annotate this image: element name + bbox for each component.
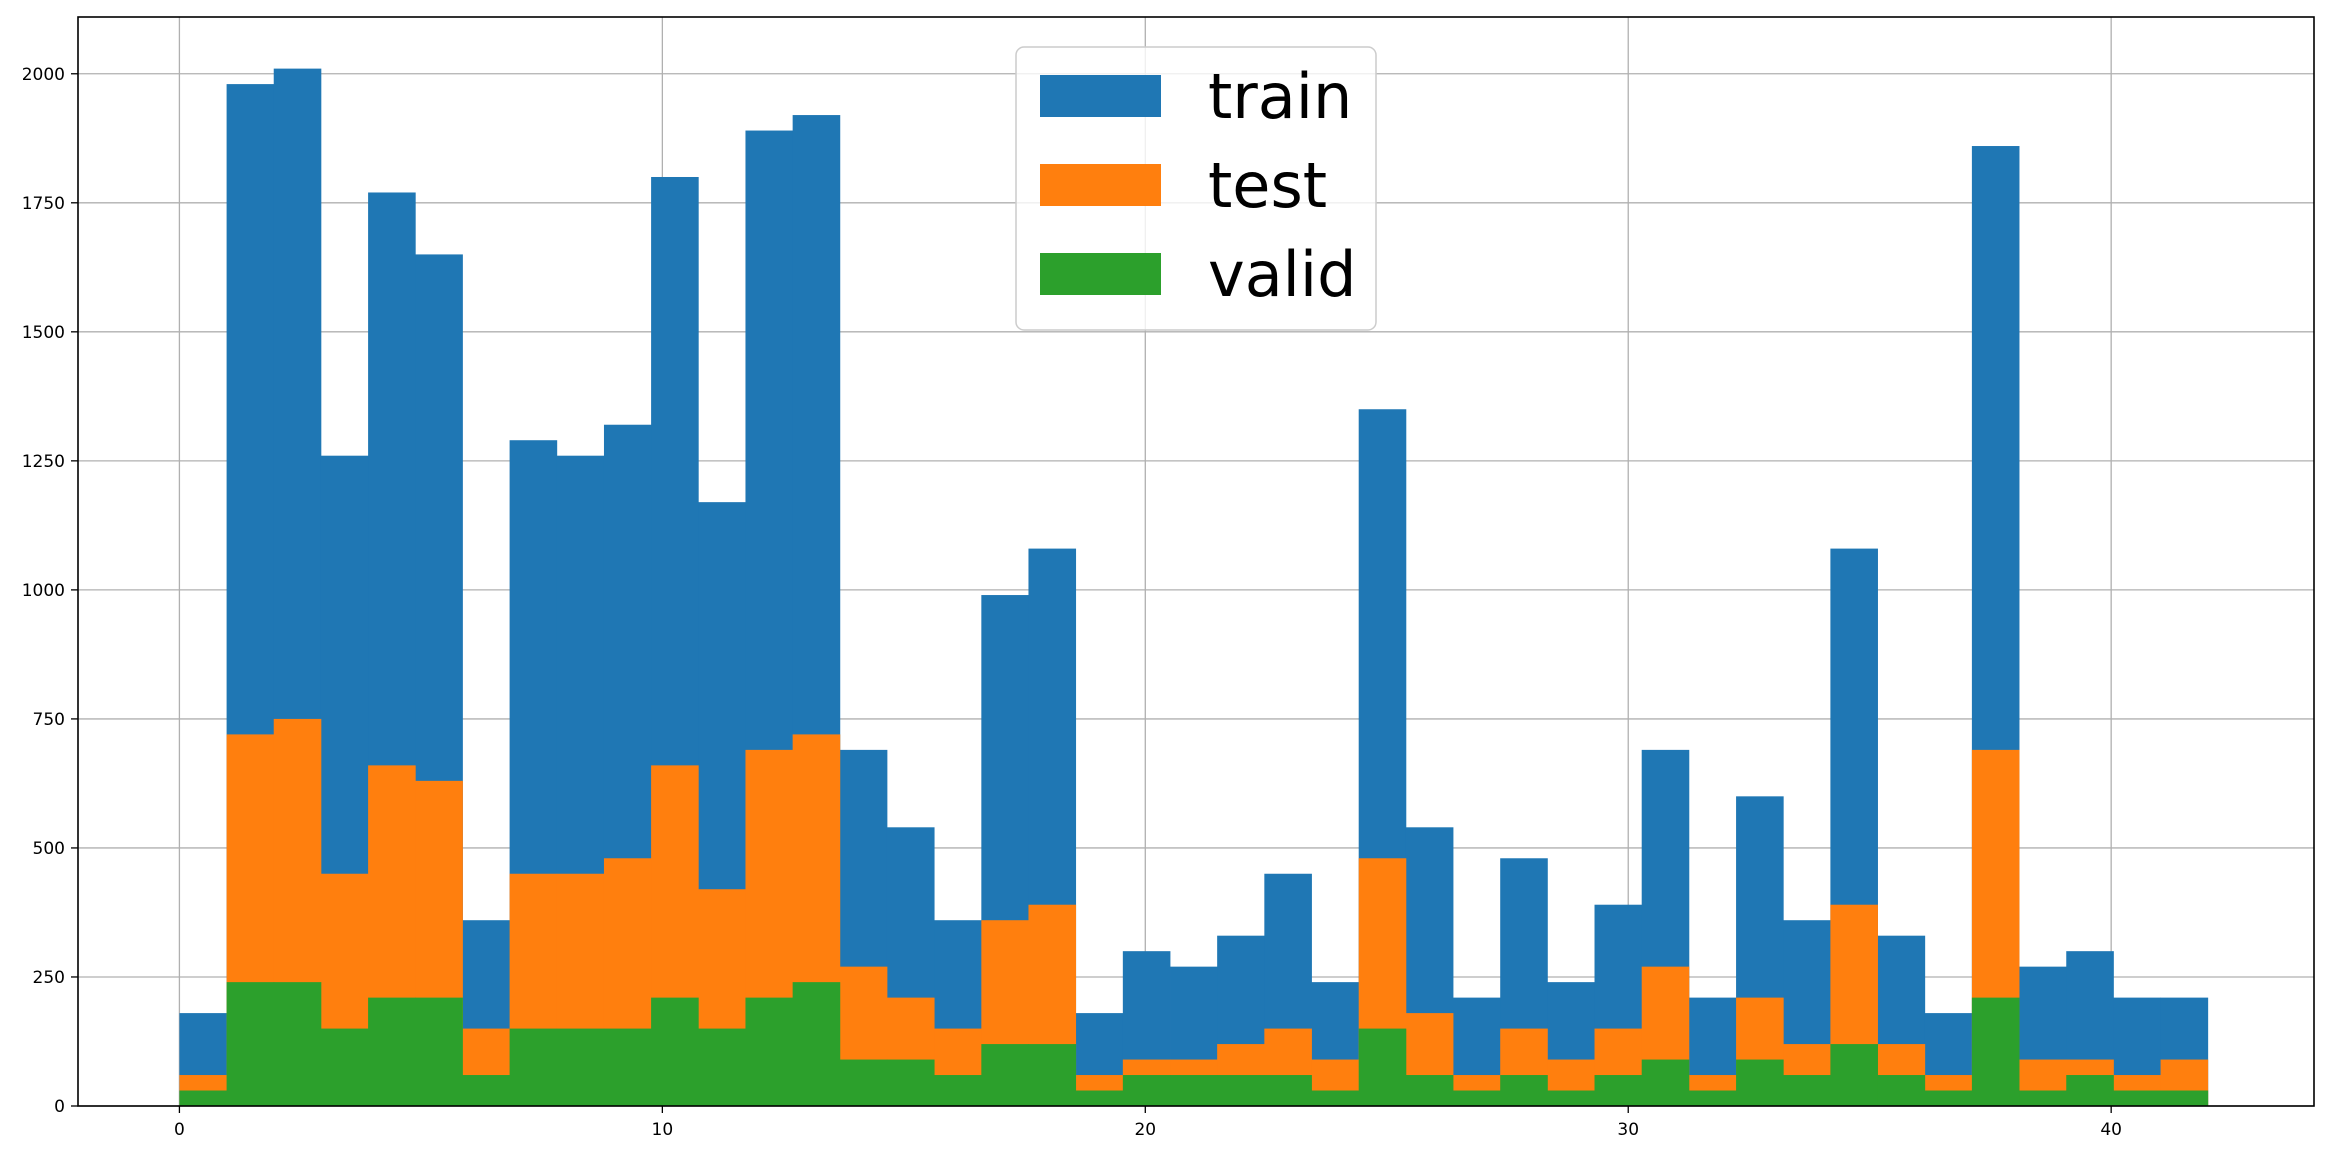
bar-valid bbox=[1594, 1075, 1643, 1106]
y-tick-label: 0 bbox=[54, 1097, 65, 1117]
bar-valid bbox=[509, 1028, 558, 1106]
x-tick-label: 40 bbox=[2100, 1120, 2122, 1140]
bar-valid bbox=[1028, 1044, 1077, 1106]
bar-valid bbox=[603, 1028, 652, 1106]
bar-valid bbox=[1453, 1090, 1501, 1106]
bar-valid bbox=[1075, 1090, 1124, 1106]
x-tick-label: 20 bbox=[1134, 1120, 1156, 1140]
bar-valid bbox=[1641, 1059, 1690, 1106]
bar-valid bbox=[886, 1059, 935, 1106]
y-tick-label: 1000 bbox=[22, 581, 65, 601]
bar-valid bbox=[415, 997, 463, 1106]
x-tick-label: 30 bbox=[1617, 1120, 1639, 1140]
bar-valid bbox=[1122, 1075, 1171, 1106]
histogram-bars bbox=[179, 68, 2209, 1107]
bar-valid bbox=[226, 982, 275, 1106]
legend-swatch-train bbox=[1040, 75, 1161, 117]
bar-valid bbox=[1688, 1090, 1737, 1106]
x-tick-label: 10 bbox=[652, 1120, 674, 1140]
y-tick-label: 750 bbox=[33, 710, 65, 730]
bar-valid bbox=[2066, 1075, 2114, 1106]
legend-swatch-valid bbox=[1040, 253, 1161, 295]
legend-label-train: train bbox=[1208, 60, 1352, 133]
plot-frame bbox=[77, 16, 2315, 1107]
bar-valid bbox=[1736, 1059, 1784, 1106]
y-tick-label: 250 bbox=[33, 968, 65, 988]
bar-valid bbox=[2019, 1090, 2067, 1106]
y-tick-label: 1500 bbox=[22, 323, 65, 343]
y-tick-label: 1750 bbox=[22, 194, 65, 214]
bar-valid bbox=[651, 997, 699, 1106]
bar-valid bbox=[839, 1059, 888, 1106]
bar-valid bbox=[1170, 1075, 1218, 1106]
bar-valid bbox=[981, 1044, 1029, 1106]
y-tick-label: 2000 bbox=[22, 65, 65, 85]
bar-valid bbox=[320, 1028, 369, 1106]
y-tick-label: 500 bbox=[33, 839, 65, 859]
bar-valid bbox=[1311, 1090, 1360, 1106]
bar-valid bbox=[934, 1075, 982, 1106]
bar-valid bbox=[745, 997, 794, 1106]
bar-valid bbox=[2113, 1090, 2162, 1106]
bar-valid bbox=[1783, 1075, 1831, 1106]
bar-valid bbox=[1500, 1075, 1548, 1106]
bar-valid bbox=[556, 1028, 605, 1106]
bar-valid bbox=[1405, 1075, 1454, 1106]
bar-valid bbox=[1830, 1044, 1878, 1106]
bar-valid bbox=[1971, 997, 2020, 1106]
bar-valid bbox=[1924, 1090, 1973, 1106]
bar-valid bbox=[1358, 1028, 1407, 1106]
bar-valid bbox=[273, 982, 322, 1106]
bar-valid bbox=[1217, 1075, 1265, 1106]
bar-valid bbox=[792, 982, 841, 1106]
bar-valid bbox=[462, 1075, 511, 1106]
legend: train test valid bbox=[1015, 46, 1377, 331]
bar-valid bbox=[698, 1028, 746, 1106]
bar-valid bbox=[368, 997, 416, 1106]
legend-label-test: test bbox=[1208, 149, 1327, 222]
bar-valid bbox=[2160, 1090, 2209, 1106]
bar-valid bbox=[1264, 1075, 1312, 1106]
axis-ticks: 0 10 20 30 40 0 250 500 750 1000 1250 1500 1750 2000 bbox=[22, 65, 2122, 1140]
legend-swatch-test bbox=[1040, 164, 1161, 206]
x-tick-label: 0 bbox=[174, 1120, 185, 1140]
y-tick-label: 1250 bbox=[22, 452, 65, 472]
legend-label-valid: valid bbox=[1208, 238, 1357, 311]
bar-valid bbox=[1547, 1090, 1595, 1106]
bar-valid bbox=[179, 1090, 227, 1106]
bar-valid bbox=[1877, 1075, 1926, 1106]
